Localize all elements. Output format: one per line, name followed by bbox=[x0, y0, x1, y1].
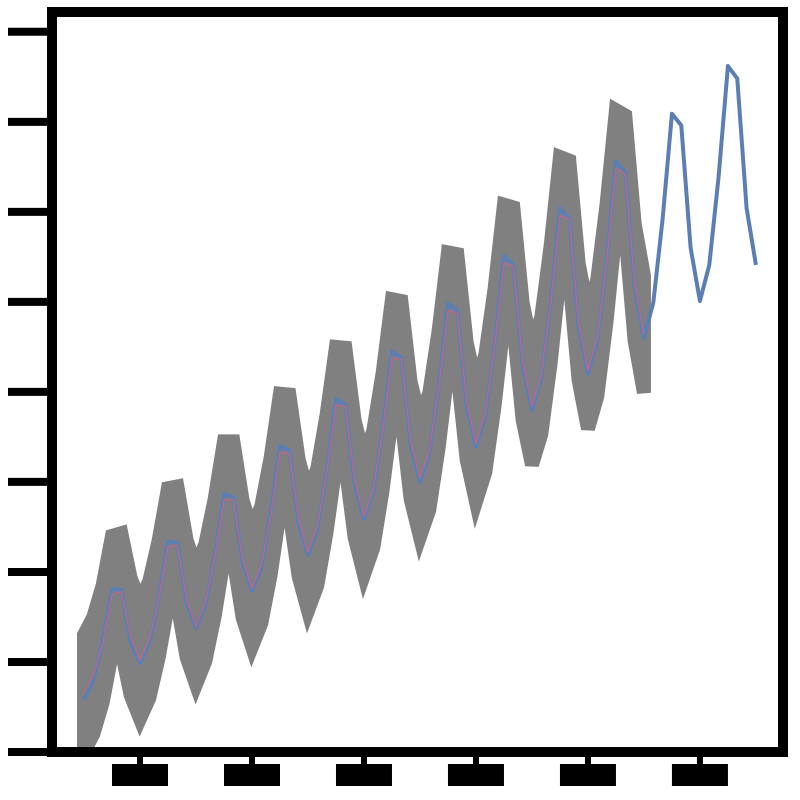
x-tick-label-block bbox=[112, 764, 169, 786]
x-tick-label-block bbox=[335, 764, 392, 786]
x-tick-label-block bbox=[447, 764, 504, 786]
observed-line bbox=[82, 64, 758, 701]
x-tick-label-block bbox=[559, 764, 616, 786]
x-tick-label-block bbox=[671, 764, 728, 786]
plot-frame bbox=[47, 7, 788, 757]
fitted-line bbox=[83, 167, 645, 694]
x-tick-label-block bbox=[223, 764, 280, 786]
